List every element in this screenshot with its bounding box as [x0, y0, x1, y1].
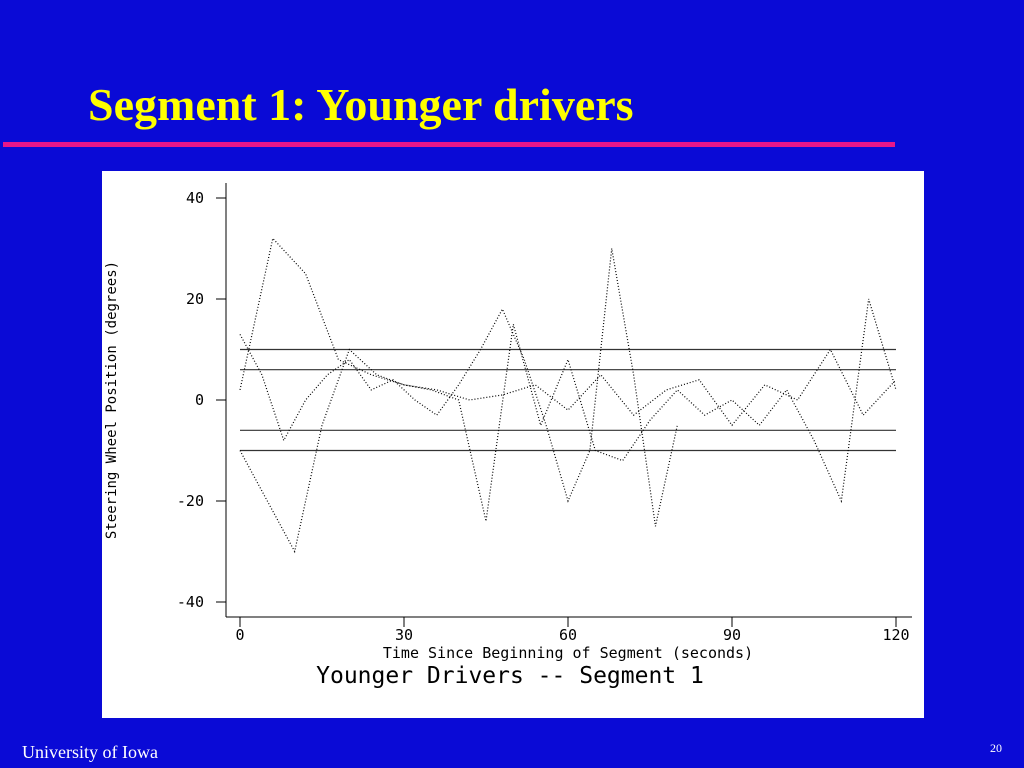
y-tick-label: -20 — [177, 492, 204, 510]
chart-area — [102, 171, 924, 718]
title-rule — [3, 142, 895, 147]
x-tick-label: 30 — [395, 626, 413, 644]
y-tick-label: 20 — [186, 290, 204, 308]
y-tick-label: 40 — [186, 189, 204, 207]
x-tick-label: 60 — [559, 626, 577, 644]
page-number: 20 — [990, 741, 1002, 755]
x-tick-label: 90 — [723, 626, 741, 644]
y-tick-label: 0 — [195, 391, 204, 409]
steering-trace — [239, 298, 897, 554]
chart-title: Younger Drivers -- Segment 1 — [316, 663, 704, 689]
slide-title: Segment 1: Younger drivers — [88, 79, 634, 130]
x-axis-label: Time Since Beginning of Segment (seconds… — [383, 644, 753, 662]
y-axis-label: Steering Wheel Position (degrees) — [104, 261, 120, 539]
footer: University of Iowa — [22, 742, 158, 762]
plot: -40 -20 0 20 40 0 30 60 90 120 — [177, 189, 910, 644]
y-tick-label: -40 — [177, 593, 204, 611]
x-tick-label: 120 — [882, 626, 909, 644]
x-tick-label: 0 — [235, 626, 244, 644]
